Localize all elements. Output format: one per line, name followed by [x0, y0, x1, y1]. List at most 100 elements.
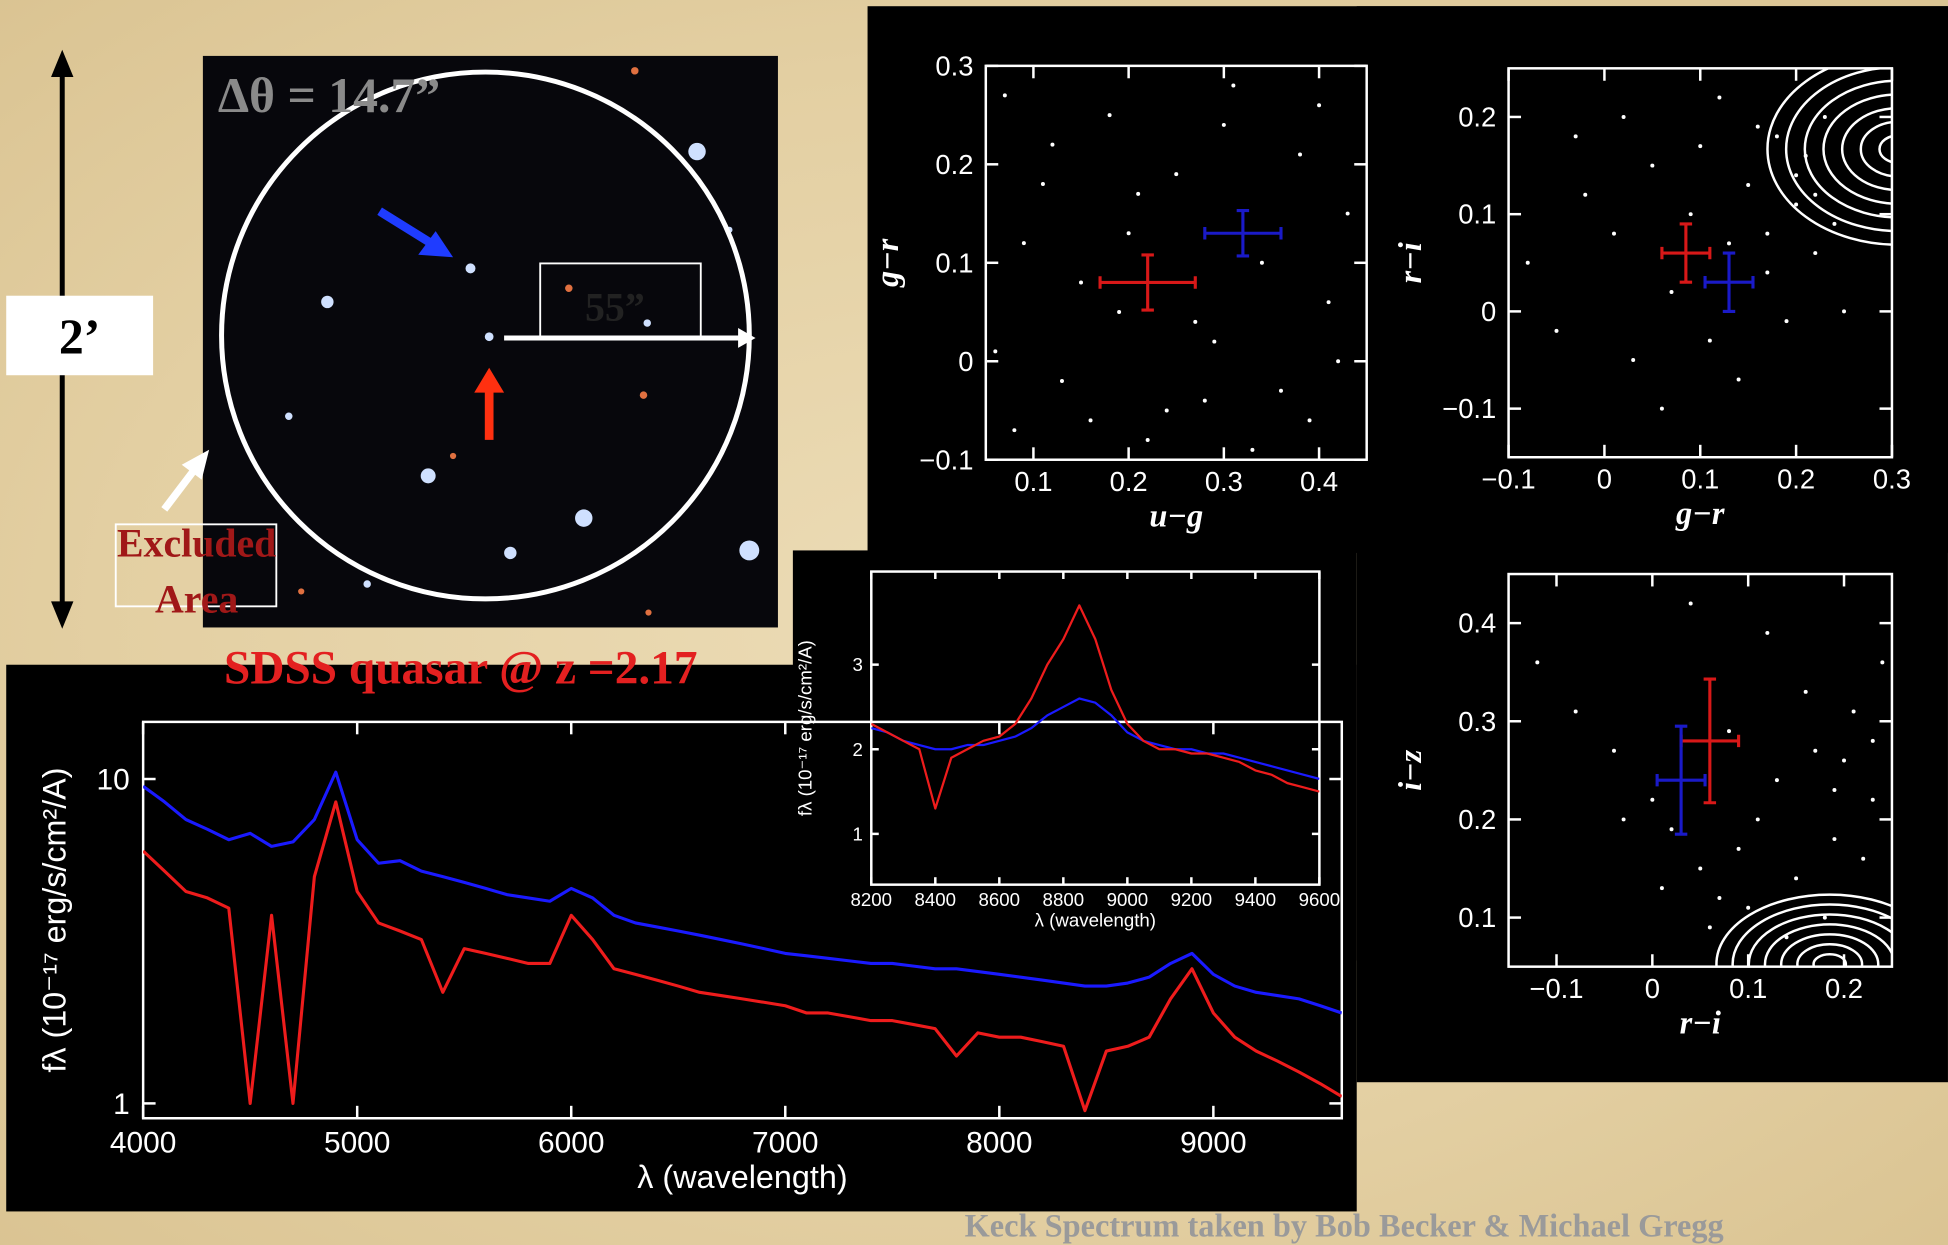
field-point: [1250, 447, 1255, 452]
spectrum-line: [871, 604, 1320, 810]
field-point: [1012, 428, 1017, 433]
chart: 8200 8400 8600 8800 9000 9200 9400 9600 1 2 3 λ (wa…: [795, 570, 1341, 931]
y-tick-label: 0: [958, 346, 973, 377]
y-tick-label: 0: [1481, 296, 1496, 327]
chart: −0.1 0 0.1 0.2 0.1 0.2 0.3 0.4 r−i i−z: [1392, 572, 1894, 1041]
field-point: [1145, 438, 1150, 443]
error-bar-y: [1703, 677, 1717, 805]
field-point: [1755, 124, 1760, 129]
charts: 0.1 0.2 0.3 0.4−0.100.10.20.3u−gg−r−0.1 0 0.1…: [36, 50, 1911, 1195]
field-point: [1336, 359, 1341, 364]
contour: [1803, 79, 1892, 219]
x-tick-label: 8600: [979, 889, 1021, 910]
field-point: [1298, 152, 1303, 157]
y-tick-label: −0.1: [919, 444, 973, 475]
field-point: [1612, 231, 1616, 236]
field-point: [1136, 191, 1141, 196]
field-point: [1813, 192, 1818, 197]
field-point: [1794, 173, 1799, 178]
x-tick-label: 4000: [110, 1127, 176, 1160]
contour: [1784, 68, 1892, 233]
y-tick-label: 0.3: [1458, 706, 1496, 737]
field-point: [1794, 202, 1799, 207]
field-point: [1193, 319, 1198, 324]
field-point: [1554, 328, 1559, 333]
plot-frame: [1507, 572, 1894, 968]
error-bar-y: [1674, 724, 1688, 836]
field-point: [1727, 241, 1732, 246]
contour: [1731, 903, 1892, 967]
field-point: [1621, 114, 1626, 119]
excluded-label: Area: [155, 578, 238, 622]
field-point: [1231, 83, 1236, 88]
radius-label: 55”: [585, 286, 645, 330]
plot-area: [993, 83, 1350, 452]
field-point: [1736, 846, 1741, 851]
x-axis-label: u−g: [1149, 498, 1203, 534]
field-point: [1059, 378, 1064, 383]
sky-image: [114, 55, 778, 628]
spectrum-line: [143, 770, 1342, 1015]
error-bar-y: [1722, 251, 1736, 313]
chart: −0.1 0 0.1 0.2 0.3 −0.1 0 0.1 0.2 g−r r−i: [1392, 67, 1911, 531]
field-point: [1794, 876, 1799, 881]
field-point: [1870, 797, 1875, 802]
y-tick-label: 3: [853, 654, 863, 675]
y-tick-label: 0.1: [1458, 199, 1496, 230]
field-point: [1525, 260, 1530, 265]
error-bar-y: [1141, 253, 1154, 312]
chart: 0.1 0.2 0.3 0.4−0.100.10.20.3u−gg−r: [869, 50, 1368, 534]
field-point: [993, 349, 998, 354]
x-tick-label: 0.1: [1681, 464, 1719, 495]
field-point: [1259, 260, 1264, 265]
field-point: [1698, 144, 1703, 149]
contour: [1840, 107, 1892, 192]
field-point: [1851, 709, 1856, 714]
field-point: [1535, 660, 1540, 665]
x-axis-label: g−r: [1675, 495, 1725, 531]
y-tick-label: 0.2: [1458, 102, 1496, 133]
field-point: [1832, 837, 1837, 842]
excluded-label: Excluded: [117, 522, 276, 566]
field-point: [1202, 398, 1207, 403]
x-tick-label: 0.2: [1110, 466, 1148, 497]
plot-area: [143, 770, 1342, 1113]
y-tick-label: 1: [113, 1088, 130, 1121]
y-tick-label: 0.4: [1458, 608, 1496, 639]
x-tick-label: 0.4: [1300, 466, 1338, 497]
chart: 4000 5000 6000 7000 8000 9000 1 10 λ (wavelength…: [36, 720, 1344, 1195]
credit: Keck Spectrum taken by Bob Becker & Mich…: [965, 1207, 1724, 1243]
y-axis-label: fλ (10⁻¹⁷ erg/s/cm²/A): [795, 640, 816, 816]
density-contours: [1715, 893, 1892, 967]
field-point: [1870, 738, 1875, 743]
error-bar-y: [1236, 209, 1250, 258]
x-tick-label: 8400: [915, 889, 957, 910]
x-axis-label: λ (wavelength): [637, 1159, 847, 1195]
field-point: [1583, 192, 1588, 197]
field-point: [1002, 93, 1007, 98]
x-tick-label: 0.2: [1777, 464, 1815, 495]
field-point: [1659, 886, 1664, 891]
field-point: [1755, 817, 1760, 822]
panel: [792, 550, 1357, 961]
x-tick-label: −0.1: [1482, 464, 1536, 495]
x-tick-label: 9400: [1235, 889, 1277, 910]
x-tick-label: 0: [1645, 973, 1660, 1004]
field-point: [1698, 866, 1703, 871]
field-point: [1707, 338, 1712, 343]
field-point: [1650, 797, 1655, 802]
field-point: [1765, 630, 1770, 635]
field-point: [1813, 748, 1818, 753]
x-tick-label: 9600: [1299, 889, 1341, 910]
field-point: [1040, 182, 1045, 187]
field-point: [1822, 114, 1827, 119]
field-point: [1688, 212, 1693, 217]
field-point: [1746, 183, 1751, 187]
field-point: [1107, 113, 1112, 118]
plot-area: [1535, 601, 1885, 940]
y-tick-label: 0.1: [1458, 902, 1496, 933]
field-point: [1784, 319, 1789, 324]
field-point: [1650, 163, 1655, 168]
field-point: [1669, 827, 1674, 832]
x-tick-label: 5000: [324, 1127, 390, 1160]
